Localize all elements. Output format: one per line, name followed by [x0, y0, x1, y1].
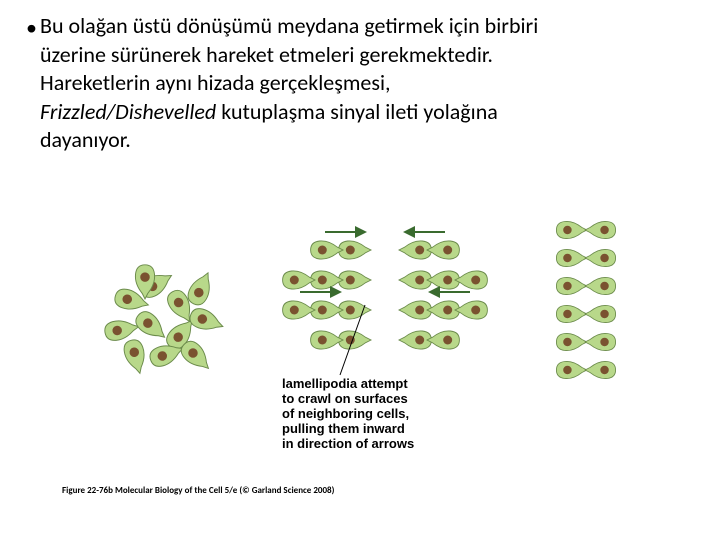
bullet-paragraph: • Bu olağan üstü dönüşümü meydana getirm…: [40, 12, 690, 155]
annotation-l1: lamellipodia attempt: [282, 376, 408, 391]
panel-2-converging: [283, 232, 488, 349]
annotation-l3: of neighboring cells,: [282, 406, 409, 421]
annotation-l5: in direction of arrows: [282, 436, 414, 451]
bullet-marker: •: [26, 14, 37, 43]
text-line-2: üzerine sürünerek hareket etmeleri gerek…: [40, 41, 493, 68]
cell-diagram: lamellipodia attempt to crawl on surface…: [50, 190, 670, 460]
annotation-callout: lamellipodia attempt to crawl on surface…: [282, 305, 414, 451]
annotation-l2: to crawl on surfaces: [282, 391, 408, 406]
text-line-4-italic: Frizzled/Dishevelled: [40, 98, 216, 125]
figure-credit: Figure 22-76b Molecular Biology of the C…: [62, 485, 334, 496]
text-line-4b: kutuplaşma sinyal ileti yolağına: [216, 98, 498, 125]
text-line-1: Bu olağan üstü dönüşümü meydana getirmek…: [40, 12, 538, 39]
panel-3-column: [556, 221, 615, 378]
text-line-5: dayanıyor.: [40, 126, 131, 153]
panel-1-cluster: [103, 265, 226, 376]
annotation-l4: pulling them inward: [282, 421, 405, 436]
text-line-3: Hareketlerin aynı hizada gerçekleşmesi,: [40, 69, 391, 96]
